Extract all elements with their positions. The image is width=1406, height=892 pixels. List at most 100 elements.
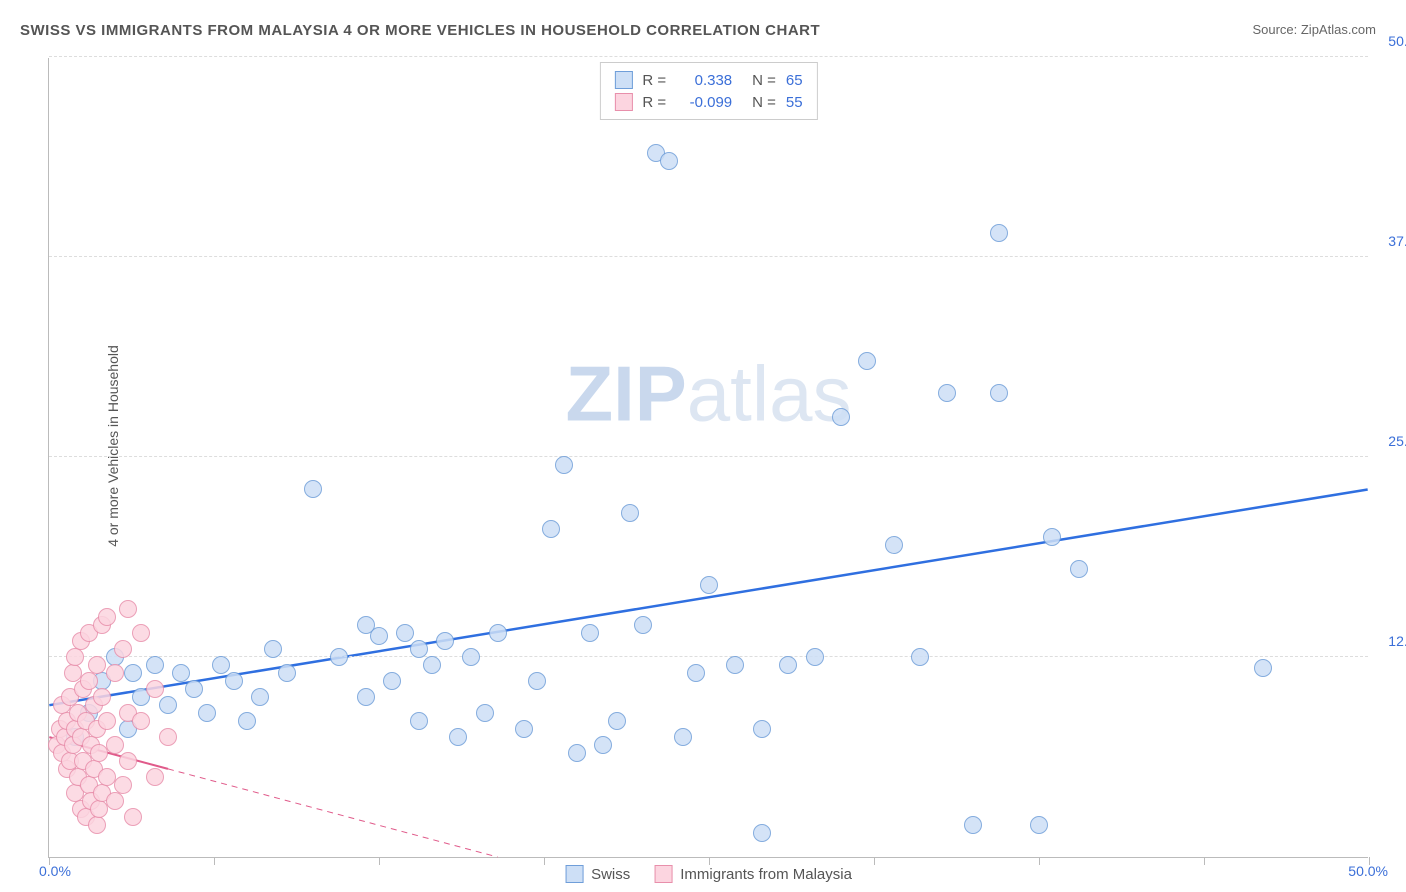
gridline [49, 656, 1368, 657]
x-tick [214, 857, 215, 865]
data-point [423, 656, 441, 674]
x-tick [49, 857, 50, 865]
data-point [436, 632, 454, 650]
data-point [124, 664, 142, 682]
data-point [753, 824, 771, 842]
data-point [357, 688, 375, 706]
legend-r-label: R = [642, 72, 666, 89]
x-tick [709, 857, 710, 865]
data-point [159, 696, 177, 714]
legend-label: Swiss [591, 866, 630, 883]
y-tick-label: 37.5% [1388, 233, 1406, 249]
x-tick [1369, 857, 1370, 865]
data-point [990, 384, 1008, 402]
data-point [449, 728, 467, 746]
legend-item: Swiss [565, 865, 630, 883]
data-point [476, 704, 494, 722]
data-point [278, 664, 296, 682]
data-point [396, 624, 414, 642]
legend-swatch [614, 93, 632, 111]
data-point [106, 736, 124, 754]
data-point [528, 672, 546, 690]
data-point [146, 768, 164, 786]
data-point [251, 688, 269, 706]
data-point [660, 152, 678, 170]
data-point [885, 536, 903, 554]
data-point [238, 712, 256, 730]
data-point [1070, 560, 1088, 578]
legend-swatch [614, 71, 632, 89]
correlation-legend: R =0.338N =65R =-0.099N =55 [599, 62, 817, 120]
data-point [114, 640, 132, 658]
legend-r-value: -0.099 [676, 94, 732, 111]
data-point [687, 664, 705, 682]
data-point [581, 624, 599, 642]
data-point [542, 520, 560, 538]
gridline [49, 256, 1368, 257]
data-point [304, 480, 322, 498]
data-point [594, 736, 612, 754]
gridline [49, 56, 1368, 57]
data-point [106, 792, 124, 810]
gridline [49, 456, 1368, 457]
y-tick-label: 50.0% [1388, 33, 1406, 49]
x-tick [379, 857, 380, 865]
data-point [370, 627, 388, 645]
legend-item: Immigrants from Malaysia [654, 865, 852, 883]
legend-row: R =0.338N =65 [614, 69, 802, 91]
legend-row: R =-0.099N =55 [614, 91, 802, 113]
legend-n-value: 55 [786, 94, 803, 111]
data-point [93, 688, 111, 706]
y-tick-label: 25.0% [1388, 433, 1406, 449]
data-point [119, 600, 137, 618]
data-point [990, 224, 1008, 242]
data-point [198, 704, 216, 722]
data-point [462, 648, 480, 666]
data-point [212, 656, 230, 674]
data-point [124, 808, 142, 826]
legend-r-label: R = [642, 94, 666, 111]
source-prefix: Source: [1252, 22, 1300, 37]
data-point [1030, 816, 1048, 834]
data-point [832, 408, 850, 426]
data-point [132, 712, 150, 730]
data-point [726, 656, 744, 674]
data-point [555, 456, 573, 474]
legend-swatch [654, 865, 672, 883]
series-legend: Swiss Immigrants from Malaysia [565, 865, 852, 883]
data-point [225, 672, 243, 690]
legend-n-label: N = [752, 72, 776, 89]
x-tick [544, 857, 545, 865]
data-point [330, 648, 348, 666]
data-point [753, 720, 771, 738]
data-point [383, 672, 401, 690]
legend-swatch [565, 865, 583, 883]
data-point [80, 672, 98, 690]
data-point [806, 648, 824, 666]
x-axis-max-label: 50.0% [1348, 863, 1388, 879]
plot-area: ZIPatlas R =0.338N =65R =-0.099N =55 0.0… [48, 58, 1368, 858]
data-point [98, 608, 116, 626]
data-point [674, 728, 692, 746]
data-point [146, 680, 164, 698]
x-axis-min-label: 0.0% [39, 863, 71, 879]
data-point [172, 664, 190, 682]
data-point [858, 352, 876, 370]
data-point [98, 712, 116, 730]
data-point [114, 776, 132, 794]
trend-line-dashed [168, 769, 498, 857]
source-value: ZipAtlas.com [1301, 22, 1376, 37]
data-point [1043, 528, 1061, 546]
data-point [621, 504, 639, 522]
data-point [264, 640, 282, 658]
x-tick [874, 857, 875, 865]
data-point [700, 576, 718, 594]
trend-line [49, 489, 1367, 705]
data-point [410, 640, 428, 658]
data-point [515, 720, 533, 738]
data-point [106, 664, 124, 682]
data-point [911, 648, 929, 666]
data-point [119, 752, 137, 770]
data-point [410, 712, 428, 730]
data-point [608, 712, 626, 730]
